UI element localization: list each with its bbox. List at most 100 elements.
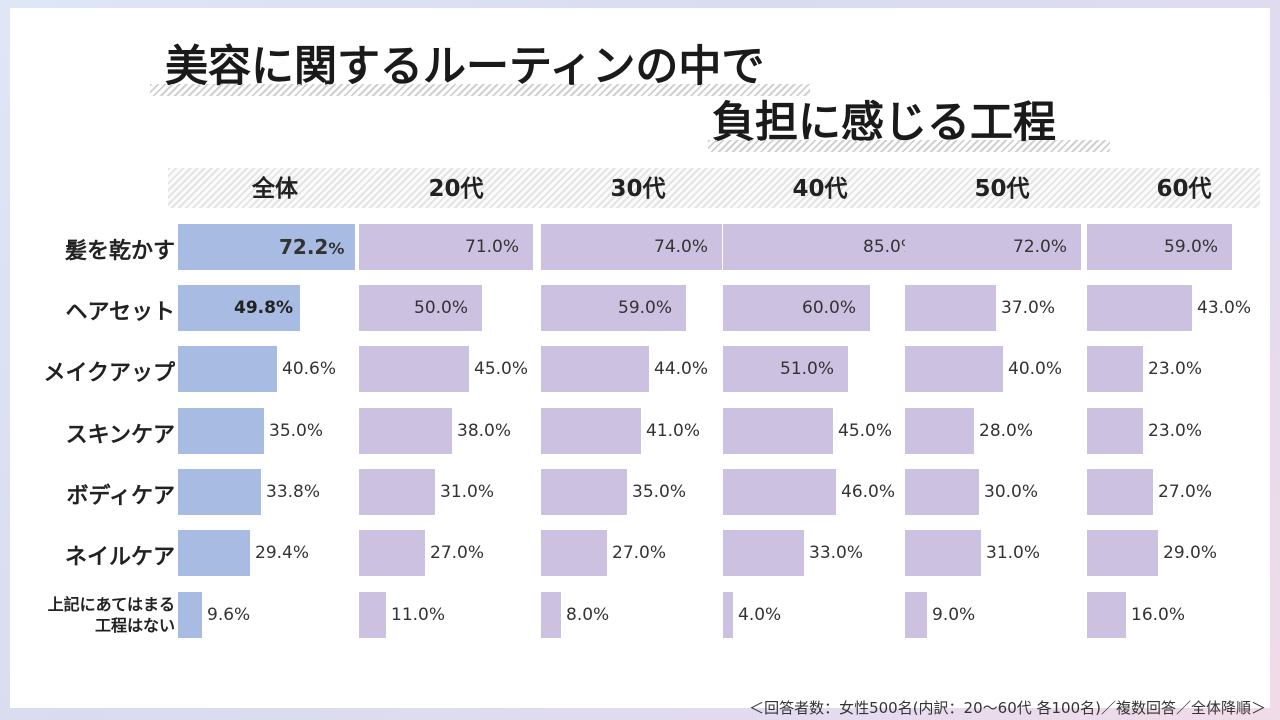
bar-0-3 [178,408,264,454]
value-label-0-5: 29.4% [255,543,310,563]
value-label-0-0: 72.2% [279,235,345,259]
column-header-1: 20代 [428,176,484,202]
value-label-3-6: 4.0% [738,605,782,625]
value-label-4-2: 40.0% [1008,359,1063,379]
bar-2-5 [541,530,607,576]
value-label-3-4: 46.0% [841,482,896,502]
value-label-0-4: 33.8% [266,482,321,502]
value-label-1-2: 45.0% [474,359,529,379]
bar-5-1 [1087,285,1192,331]
value-label-2-5: 27.0% [612,543,667,563]
row-label-0: 髪を乾かす [64,239,175,264]
row-label-2: メイクアップ [43,361,175,386]
bar-4-0 [905,224,1081,270]
value-label-3-1: 60.0% [802,298,857,318]
footnote: ＜回答者数：女性500名(内訳：20～60代 各100名)／複数回答／全体降順＞ [749,699,1266,717]
value-label-1-1: 50.0% [414,298,469,318]
bar-4-4 [905,469,979,515]
bar-4-3 [905,408,974,454]
bar-3-5 [723,530,804,576]
value-label-5-6: 16.0% [1131,605,1186,625]
value-label-2-1: 59.0% [618,298,673,318]
bar-0-5 [178,530,250,576]
bar-2-3 [541,408,641,454]
bar-0-4 [178,469,261,515]
bar-5-4 [1087,469,1153,515]
bar-1-5 [359,530,425,576]
column-header-0: 全体 [252,176,298,202]
chart-title-line1: 美容に関するルーティンの中で [165,42,765,92]
value-label-0-3: 35.0% [269,421,324,441]
value-label-5-5: 29.0% [1163,543,1218,563]
column-header-2: 30代 [610,176,666,202]
chart-title-line2: 負担に感じる工程 [712,98,1056,148]
title-underline-1 [150,84,810,96]
row-label-3: スキンケア [65,423,175,448]
bar-0-0 [178,224,355,270]
value-label-3-0: 85.0% [863,237,918,257]
value-label-2-0: 74.0% [654,237,709,257]
value-label-0-2: 40.6% [282,359,337,379]
value-label-5-2: 23.0% [1148,359,1203,379]
bar-2-0 [541,224,722,270]
value-label-2-6: 8.0% [566,605,610,625]
value-label-4-6: 9.0% [932,605,976,625]
bar-0-2 [178,346,277,392]
value-label-5-0: 59.0% [1164,237,1219,257]
bar-3-4 [723,469,836,515]
value-label-1-3: 38.0% [457,421,512,441]
bar-3-0 [723,224,931,270]
row-label-5: ネイルケア [64,545,175,570]
value-label-3-5: 33.0% [809,543,864,563]
bar-1-3 [359,408,452,454]
bar-5-6 [1087,592,1126,638]
bar-2-6 [541,592,561,638]
value-label-2-3: 41.0% [646,421,701,441]
value-label-4-5: 31.0% [986,543,1041,563]
value-label-4-3: 28.0% [979,421,1034,441]
bar-0-1 [178,285,300,331]
row-label-4: ボディケア [66,484,175,509]
bar-5-5 [1087,530,1158,576]
bar-1-0 [359,224,533,270]
column-header-5: 60代 [1156,176,1212,202]
bar-3-2 [723,346,848,392]
value-label-3-3: 45.0% [838,421,893,441]
value-label-5-3: 23.0% [1148,421,1203,441]
value-label-2-2: 44.0% [654,359,709,379]
bar-5-0 [1087,224,1232,270]
value-label-1-5: 27.0% [430,543,485,563]
row-label-6-line-1: 工程はない [94,616,175,635]
column-header-band [168,168,1260,208]
bar-3-6 [723,592,733,638]
row-label-6-line-0: 上記にあてはまる [47,595,175,614]
title-underline-2 [708,140,1110,152]
value-label-4-4: 30.0% [984,482,1039,502]
bar-4-6 [905,592,927,638]
column-header-4: 50代 [974,176,1030,202]
row-label-6: 上記にあてはまる工程はない [48,594,175,636]
value-label-4-0: 72.0% [1013,237,1068,257]
bar-2-4 [541,469,627,515]
bar-0-6 [178,592,202,638]
bar-5-3 [1087,408,1143,454]
bar-4-5 [905,530,981,576]
bar-3-1 [723,285,870,331]
bar-1-6 [359,592,386,638]
value-label-1-6: 11.0% [391,605,446,625]
bar-4-1 [905,285,996,331]
row-label-1: ヘアセット [65,300,175,325]
value-label-0-6: 9.6% [207,605,251,625]
value-label-5-4: 27.0% [1158,482,1213,502]
bar-1-2 [359,346,469,392]
bar-1-4 [359,469,435,515]
bar-1-1 [359,285,482,331]
bar-5-2 [1087,346,1143,392]
value-label-4-1: 37.0% [1001,298,1056,318]
bar-4-2 [905,346,1003,392]
value-label-1-0: 71.0% [465,237,520,257]
value-label-1-4: 31.0% [440,482,495,502]
bar-3-3 [723,408,833,454]
bar-2-1 [541,285,686,331]
value-label-0-1: 49.8% [234,298,293,318]
